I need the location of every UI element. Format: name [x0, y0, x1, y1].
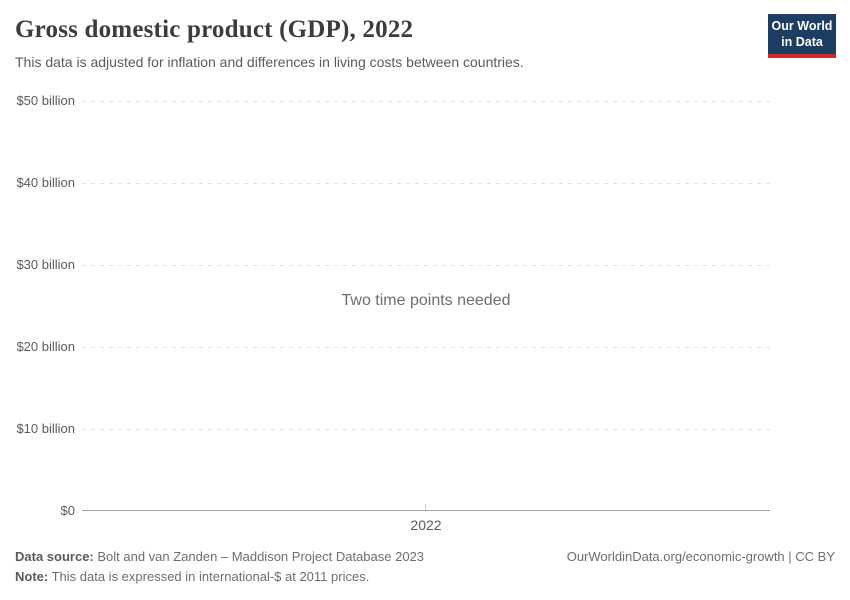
- x-axis-label-2022: 2022: [410, 517, 442, 533]
- chart-subtitle: This data is adjusted for inflation and …: [15, 54, 524, 70]
- data-source-value: Bolt and van Zanden – Maddison Project D…: [93, 549, 425, 564]
- owid-logo[interactable]: Our World in Data: [768, 14, 836, 58]
- gridline-40-billion: [82, 183, 770, 184]
- owid-url-link[interactable]: OurWorldinData.org/economic-growth | CC …: [566, 549, 835, 564]
- footer-line-2: Note: This data is expressed in internat…: [15, 568, 835, 585]
- y-axis-label-0: $0: [60, 503, 75, 518]
- page-title: Gross domestic product (GDP), 2022: [15, 16, 414, 43]
- gridline-30-billion: [82, 265, 770, 266]
- x-axis-tick-mark: [425, 504, 426, 510]
- y-axis-label-50b: $50 billion: [16, 93, 75, 108]
- y-axis-label-40b: $40 billion: [16, 175, 75, 190]
- owid-logo-line1: Our World: [771, 19, 833, 33]
- owid-logo-line2: in Data: [781, 34, 823, 49]
- footer-line-1: Data source: Bolt and van Zanden – Maddi…: [15, 548, 835, 565]
- gridline-50-billion: [82, 101, 770, 102]
- empty-state-message: Two time points needed: [341, 292, 511, 309]
- y-axis-label-30b: $30 billion: [16, 257, 75, 272]
- note-value: This data is expressed in international-…: [48, 569, 370, 584]
- y-axis-label-20b: $20 billion: [16, 339, 75, 354]
- x-axis-line: [82, 510, 770, 511]
- gridline-20-billion: [82, 347, 770, 348]
- data-source-text: Data source: Bolt and van Zanden – Maddi…: [15, 548, 424, 565]
- data-source-label: Data source:: [15, 549, 94, 564]
- note-label: Note:: [15, 569, 49, 584]
- y-axis-label-10b: $10 billion: [16, 421, 75, 436]
- gridline-10-billion: [82, 429, 770, 430]
